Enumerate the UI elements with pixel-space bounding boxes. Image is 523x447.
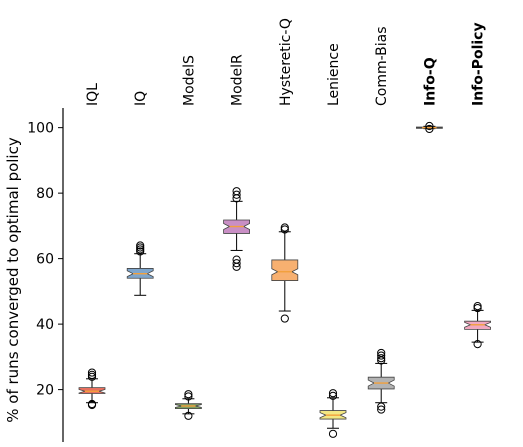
box-hysteretic-q: [271, 223, 299, 323]
category-label: ModelS: [181, 55, 197, 106]
category-label: Lenience: [326, 43, 342, 106]
category-label: Info-Policy: [471, 22, 487, 106]
y-tick-label: 60: [36, 252, 54, 268]
box-iql: [78, 368, 106, 410]
category-label: ModelR: [230, 54, 246, 106]
outlier-point: [87, 372, 97, 381]
category-label: IQ: [133, 91, 149, 106]
category-label: Hysteretic-Q: [278, 18, 294, 106]
y-tick-label: 100: [27, 121, 54, 137]
outlier-point: [328, 429, 338, 438]
box-info-policy: [464, 302, 492, 349]
category-label: Comm-Bias: [374, 26, 390, 106]
box-body: [271, 259, 299, 281]
box-models: [174, 390, 202, 420]
y-tick-label: 80: [36, 186, 54, 202]
box-comm-bias: [367, 348, 395, 414]
outlier-point: [232, 187, 241, 196]
outlier-point: [232, 255, 241, 264]
category-labels: IQL IQ ModelS ModelR Hysteretic-Q Lenience Com…: [85, 18, 487, 106]
outlier-point: [232, 259, 241, 268]
category-label: Info-Q: [422, 57, 438, 106]
outlier-point: [280, 314, 289, 323]
outlier-point: [377, 354, 386, 363]
outlier-point: [473, 302, 482, 311]
outlier-point: [377, 405, 386, 414]
outlier-point: [425, 124, 434, 134]
outlier-point: [377, 351, 386, 360]
outlier-point: [184, 411, 193, 420]
box-series-group: [78, 121, 492, 438]
outlier-point: [87, 399, 97, 409]
category-label: IQL: [85, 83, 101, 106]
outlier-point: [425, 121, 434, 131]
box-info-q: [415, 121, 443, 134]
outlier-point: [87, 370, 97, 379]
box-modelr: [223, 187, 251, 271]
outlier-point: [184, 390, 193, 399]
y-axis-title: % of runs converged to optimal policy: [4, 137, 22, 423]
outlier-point: [136, 241, 145, 250]
outlier-point: [377, 402, 386, 411]
box-iq: [126, 241, 154, 296]
outlier-point: [328, 389, 338, 398]
y-axis: 20 40 60 80 100: [27, 108, 64, 442]
outlier-point: [87, 368, 97, 377]
outlier-point: [136, 245, 145, 254]
outlier-point: [328, 391, 338, 400]
outlier-point: [136, 243, 145, 252]
outlier-point: [136, 247, 145, 256]
outlier-point: [280, 225, 289, 234]
outlier-point: [377, 348, 386, 358]
box-lenience: [319, 389, 347, 438]
outlier-point: [184, 392, 193, 401]
outlier-point: [280, 223, 289, 232]
outlier-point: [232, 190, 241, 199]
outlier-point: [473, 339, 482, 349]
y-tick-label: 20: [36, 383, 54, 399]
outlier-point: [473, 303, 482, 313]
y-tick-label: 40: [36, 317, 54, 333]
